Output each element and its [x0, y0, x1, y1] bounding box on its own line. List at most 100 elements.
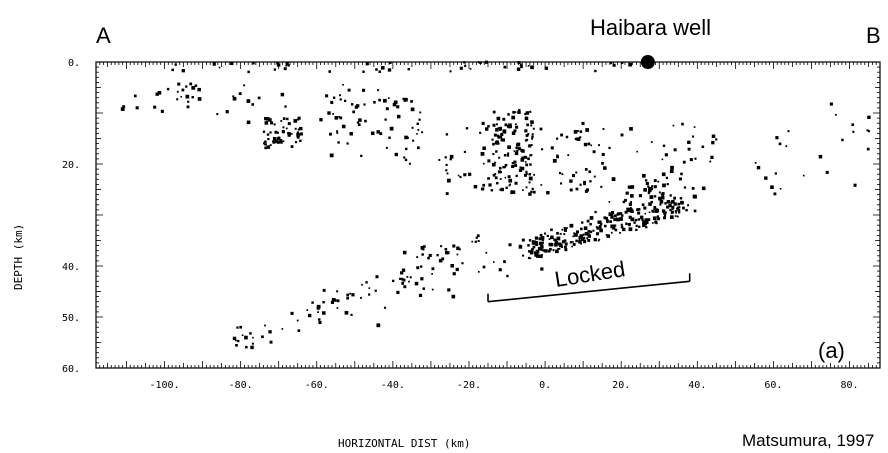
hypocenter-point [419, 265, 423, 268]
hypocenter-point [539, 127, 543, 131]
hypocenter-point [529, 111, 532, 113]
hypocenter-point [236, 326, 239, 329]
hypocenter-point [563, 239, 567, 242]
hypocenter-point [414, 281, 419, 286]
hypocenter-point [511, 115, 516, 120]
hypocenter-point [645, 221, 649, 224]
hypocenter-point [334, 116, 339, 120]
hypocenter-point [841, 138, 844, 142]
hypocenter-point [672, 124, 675, 127]
hypocenter-point [521, 189, 524, 192]
hypocenter-point [678, 177, 682, 181]
hypocenter-point [297, 128, 300, 131]
hypocenter-point [571, 174, 576, 178]
hypocenter-point [508, 243, 512, 247]
hypocenter-point [507, 113, 510, 116]
hypocenter-point [477, 270, 480, 273]
hypocenter-point [635, 224, 638, 228]
hypocenter-point [574, 137, 578, 141]
hypocenter-point [402, 97, 405, 100]
hypocenter-point [661, 158, 664, 161]
hypocenter-point [649, 195, 654, 199]
hypocenter-point [678, 206, 681, 209]
hypocenter-point [628, 227, 633, 232]
x-tick-label: -80. [229, 380, 253, 391]
hypocenter-point [558, 171, 562, 175]
hypocenter-point [362, 70, 365, 73]
hypocenter-point [502, 165, 505, 169]
hypocenter-point [282, 126, 285, 129]
hypocenter-point [456, 246, 460, 251]
hypocenter-point [529, 154, 532, 157]
hypocenter-point [406, 276, 409, 278]
hypocenter-point [644, 218, 648, 222]
hypocenter-point [230, 61, 234, 66]
hypocenter-point [410, 100, 413, 103]
hypocenter-point [818, 154, 823, 159]
hypocenter-point [494, 176, 498, 180]
hypocenter-point [234, 339, 237, 342]
hypocenter-point [524, 155, 528, 159]
hypocenter-point [854, 185, 857, 187]
hypocenter-point [482, 183, 486, 187]
well-marker [640, 55, 655, 69]
hypocenter-point [410, 107, 415, 112]
hypocenter-point [528, 172, 531, 176]
hypocenter-point [624, 210, 628, 214]
hypocenter-point [364, 119, 367, 123]
hypocenter-point [666, 205, 670, 209]
hypocenter-point [561, 173, 564, 176]
hypocenter-point [497, 136, 500, 139]
hypocenter-point [610, 215, 614, 219]
hypocenter-point [186, 105, 190, 109]
hypocenter-point [311, 301, 314, 304]
hypocenter-point [330, 300, 335, 304]
hypocenter-point [393, 100, 398, 105]
hypocenter-point [519, 166, 522, 169]
hypocenter-point [540, 148, 544, 151]
hypocenter-point [620, 225, 624, 229]
hypocenter-point [524, 161, 527, 163]
hypocenter-point [282, 117, 286, 120]
hypocenter-point [628, 62, 633, 67]
hypocenter-point [391, 279, 395, 283]
hypocenter-point [508, 178, 513, 183]
hypocenter-point [575, 187, 579, 191]
hypocenter-point [628, 215, 632, 219]
hypocenter-point [445, 133, 449, 136]
hypocenter-point [630, 209, 634, 213]
hypocenter-point [539, 254, 543, 259]
hypocenter-point [363, 103, 366, 106]
hypocenter-point [785, 145, 788, 148]
hypocenter-point [496, 123, 498, 126]
hypocenter-point [630, 201, 632, 204]
hypocenter-point [603, 166, 607, 170]
hypocenter-point [524, 139, 528, 142]
hypocenter-point [633, 221, 636, 224]
hypocenter-point [388, 136, 391, 139]
hypocenter-point [284, 105, 287, 108]
hypocenter-point [654, 220, 658, 224]
hypocenter-point [671, 208, 674, 211]
hypocenter-point [715, 138, 718, 141]
hypocenter-point [503, 153, 507, 157]
hypocenter-point [593, 175, 596, 178]
hypocenter-point [176, 98, 179, 101]
hypocenter-point [669, 208, 672, 212]
hypocenter-point [693, 126, 696, 128]
hypocenter-point [552, 158, 557, 163]
hypocenter-point [565, 227, 568, 229]
hypocenter-point [587, 230, 591, 233]
hypocenter-point [191, 96, 194, 99]
hypocenter-point [687, 147, 691, 151]
hypocenter-point [232, 336, 237, 341]
hypocenter-point [527, 64, 530, 67]
hypocenter-point [641, 218, 644, 221]
hypocenter-point [361, 88, 366, 92]
hypocenter-point [525, 134, 529, 137]
hypocenter-point [563, 228, 567, 232]
hypocenter-point [331, 297, 336, 302]
hypocenter-point [463, 150, 466, 153]
hypocenter-point [268, 118, 272, 122]
hypocenter-point [665, 176, 669, 180]
